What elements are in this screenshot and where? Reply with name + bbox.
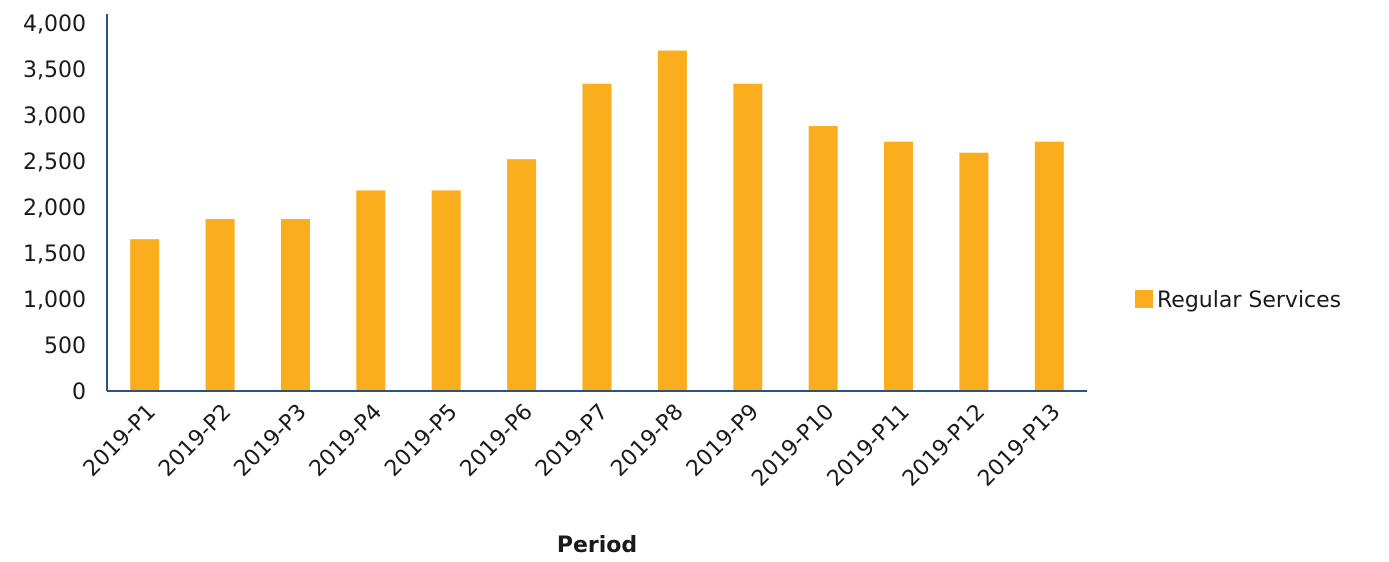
x-tick-label: 2019-P8 (606, 400, 688, 482)
x-tick-label: 2019-P4 (305, 400, 387, 482)
x-tick-label: 2019-P7 (531, 400, 613, 482)
bar-2019-p9 (733, 83, 763, 391)
x-tick-label: 2019-P2 (154, 400, 236, 482)
x-tick-label: 2019-P6 (456, 400, 538, 482)
x-tick-label: 2019-P13 (973, 400, 1065, 492)
bar-2019-p7 (582, 83, 612, 391)
bar-2019-p12 (959, 152, 989, 391)
bar-2019-p8 (657, 50, 687, 391)
y-tick-label: 1,500 (23, 242, 86, 267)
bar-2019-p1 (130, 239, 160, 391)
legend-label-regular-services: Regular Services (1157, 288, 1341, 313)
legend: Regular Services (1135, 288, 1341, 313)
y-tick-label: 2,500 (23, 150, 86, 175)
bar-2019-p2 (205, 219, 235, 391)
bar-2019-p10 (808, 126, 838, 391)
y-tick-label: 3,000 (23, 104, 86, 129)
bar-2019-p4 (356, 190, 386, 391)
bars-layer (130, 50, 1064, 391)
x-tick-label: 2019-P3 (230, 400, 312, 482)
bar-2019-p6 (507, 159, 537, 391)
y-tick-label: 500 (44, 334, 86, 359)
x-axis-title: Period (557, 533, 637, 558)
bar-2019-p13 (1034, 141, 1064, 391)
bar-2019-p3 (281, 219, 310, 391)
y-tick-label: 4,000 (23, 12, 86, 37)
legend-swatch-regular-services (1135, 290, 1153, 308)
bar-2019-p11 (884, 141, 913, 391)
y-tick-label: 0 (72, 380, 86, 405)
y-tick-label: 3,500 (23, 58, 86, 83)
x-tick-label: 2019-P5 (380, 400, 462, 482)
y-tick-label: 2,000 (23, 196, 86, 221)
x-axis-ticks: 2019-P12019-P22019-P32019-P42019-P52019-… (79, 400, 1066, 492)
y-tick-label: 1,000 (23, 288, 86, 313)
bar-2019-p5 (431, 190, 461, 391)
y-axis-ticks: 0 500 1,000 1,500 2,000 2,500 3,000 3,500 4,000 (23, 12, 86, 405)
x-tick-label: 2019-P1 (79, 400, 161, 482)
